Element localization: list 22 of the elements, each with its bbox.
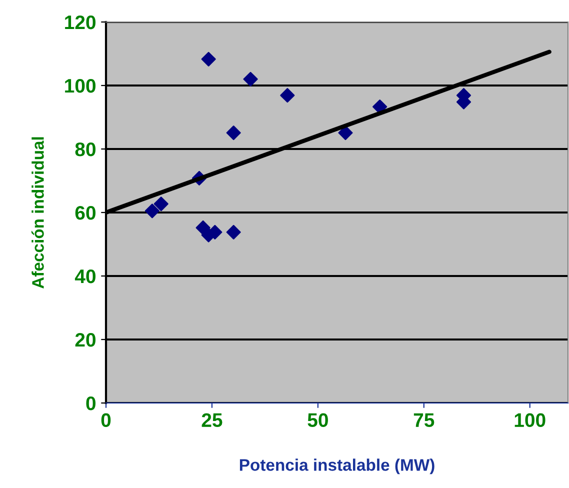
point	[243, 72, 258, 86]
y-tick-label: 40	[74, 269, 96, 284]
x-tick-label: 75	[414, 413, 434, 428]
point	[201, 52, 216, 66]
point	[154, 196, 168, 212]
point	[144, 204, 160, 218]
point	[280, 88, 295, 103]
x-tick-label: 100	[514, 413, 546, 428]
point	[226, 126, 241, 140]
y-tick-label: 20	[75, 332, 96, 347]
point	[226, 224, 241, 240]
y-tick-label: 0	[86, 396, 96, 410]
y-tick-label: 120	[65, 15, 96, 30]
x-tick-label: 0	[101, 413, 111, 428]
y-tick-label: 100	[65, 78, 96, 93]
y-tick-label: 80	[75, 142, 96, 156]
y-axis-title: Afección individual	[31, 137, 44, 288]
x-tick-label: 25	[202, 413, 222, 428]
x-axis-title: Potencia instalable (MW)	[240, 458, 434, 474]
point	[338, 126, 353, 140]
y-tick-label: 60	[75, 206, 96, 220]
x-tick-label: 50	[308, 413, 328, 428]
